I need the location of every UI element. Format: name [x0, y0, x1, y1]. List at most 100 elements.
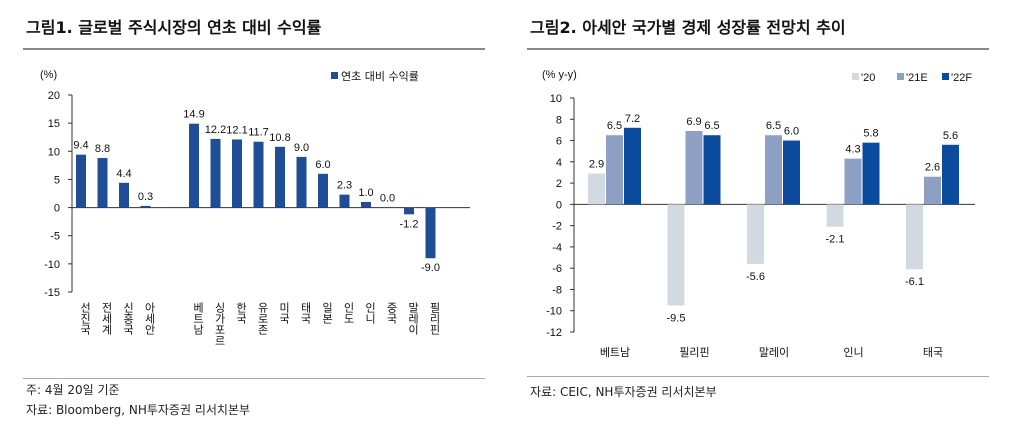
y-tick-label: -6: [552, 263, 562, 275]
data-label: 2.9: [589, 159, 604, 171]
y-tick-label: 10: [48, 146, 60, 158]
legend-label: '21E: [906, 72, 928, 84]
chart2-title-rule: [527, 48, 989, 50]
data-label: 6.5: [704, 120, 719, 132]
bar: [425, 207, 436, 259]
bar: [826, 204, 844, 227]
bar: [275, 146, 285, 208]
data-label: 4.3: [845, 144, 860, 156]
bar: [667, 204, 685, 306]
legend-label: '20: [861, 72, 875, 84]
bar: [119, 182, 129, 208]
data-label: 4.4: [116, 168, 131, 180]
bar: [906, 204, 923, 270]
y-tick-label: -15: [44, 287, 60, 299]
bar: [765, 135, 782, 205]
bar: [232, 139, 242, 208]
x-tick-label: 전세계: [100, 302, 113, 336]
y-axis-unit: (% y-y): [542, 69, 577, 81]
y-tick-label: -4: [552, 242, 562, 254]
legend-label: '22F: [951, 72, 972, 84]
bar: [97, 158, 108, 208]
legend-swatch: [942, 73, 949, 80]
x-tick-label: 필리핀: [679, 346, 709, 359]
y-tick-label: 0: [54, 203, 60, 215]
x-tick-label: 미국: [278, 302, 291, 324]
data-label: -9.0: [421, 262, 440, 274]
bar: [253, 141, 264, 208]
data-label: 2.3: [337, 180, 352, 192]
bar: [76, 154, 86, 208]
bar: [588, 173, 605, 205]
data-label: -6.1: [905, 276, 924, 288]
data-label: 1.0: [358, 187, 373, 199]
chart1-title-rule: [23, 48, 485, 50]
data-label: 0.0: [380, 193, 395, 205]
legend-swatch: [852, 73, 859, 80]
bar: [685, 130, 703, 205]
x-tick-label: 선진국: [79, 302, 92, 335]
data-label: 6.0: [784, 126, 799, 138]
y-tick-label: 6: [556, 136, 562, 148]
x-tick-label: 인도: [342, 302, 355, 324]
data-label: 0.3: [138, 191, 153, 203]
y-tick-label: -8: [552, 284, 562, 296]
x-tick-label: 중국: [385, 302, 398, 324]
x-tick-label: 싱가포르: [213, 302, 226, 346]
y-tick-label: -10: [546, 306, 562, 318]
bar: [189, 123, 199, 208]
x-tick-label: 유로존: [256, 302, 269, 335]
data-label: 5.8: [863, 128, 878, 140]
y-tick-label: 0: [556, 199, 562, 211]
chart2-source: 자료: CEIC, NH투자증권 리서치본부: [530, 385, 717, 399]
data-label: -5.6: [746, 271, 765, 283]
data-label: 2.6: [925, 162, 940, 174]
x-tick-label: 필리핀: [428, 302, 441, 335]
data-label: 11.7: [248, 127, 269, 139]
y-tick-label: 15: [48, 118, 60, 130]
chart1-title: 그림1. 글로벌 주식시장의 연초 대비 수익률: [26, 18, 322, 37]
x-tick-label: 말레이: [759, 346, 789, 359]
bar: [844, 158, 862, 205]
chart2-title: 그림2. 아세안 국가별 경제 성장률 전망치 추이: [530, 18, 846, 37]
x-tick-label: 말레이: [407, 302, 420, 336]
chart2-note-rule: [527, 376, 989, 377]
x-tick-label: 태국: [923, 346, 943, 359]
bar: [924, 176, 941, 205]
bar: [624, 127, 641, 205]
bar: [862, 142, 880, 205]
bar: [361, 201, 371, 208]
bar: [703, 135, 721, 205]
data-label: 6.0: [315, 159, 330, 171]
x-tick-label: 일본: [321, 301, 334, 324]
bar: [140, 205, 151, 208]
y-tick-label: 5: [54, 174, 60, 186]
data-label: 9.4: [73, 140, 88, 152]
x-tick-label: 베트남: [600, 346, 630, 359]
x-tick-label: 베트남: [192, 302, 205, 335]
x-tick-label: 인니: [843, 346, 863, 359]
chart1-source: 자료: Bloomberg, NH투자증권 리서치본부: [26, 403, 251, 417]
y-tick-label: 10: [550, 93, 562, 105]
x-tick-label: 태국: [299, 302, 312, 324]
y-tick-label: 2: [556, 178, 562, 190]
data-label: 12.1: [226, 124, 247, 136]
y-tick-label: 20: [48, 90, 60, 102]
chart1-note-rule: [23, 378, 485, 379]
chart1-note: 주: 4월 20일 기준: [26, 383, 120, 397]
x-tick-label: 신흥국: [122, 302, 135, 335]
data-label: 6.5: [766, 120, 781, 132]
data-label: 14.9: [183, 109, 204, 121]
legend-label: 연초 대비 수익률: [341, 70, 419, 83]
y-tick-label: -2: [552, 221, 562, 233]
data-label: 10.8: [269, 132, 290, 144]
y-tick-label: -5: [50, 231, 60, 243]
data-label: 6.9: [686, 116, 701, 128]
legend-swatch: [331, 72, 338, 79]
data-label: -1.2: [400, 218, 419, 230]
bar: [210, 138, 221, 208]
data-label: 12.2: [205, 124, 226, 136]
bar: [404, 207, 414, 215]
bar: [339, 194, 350, 208]
